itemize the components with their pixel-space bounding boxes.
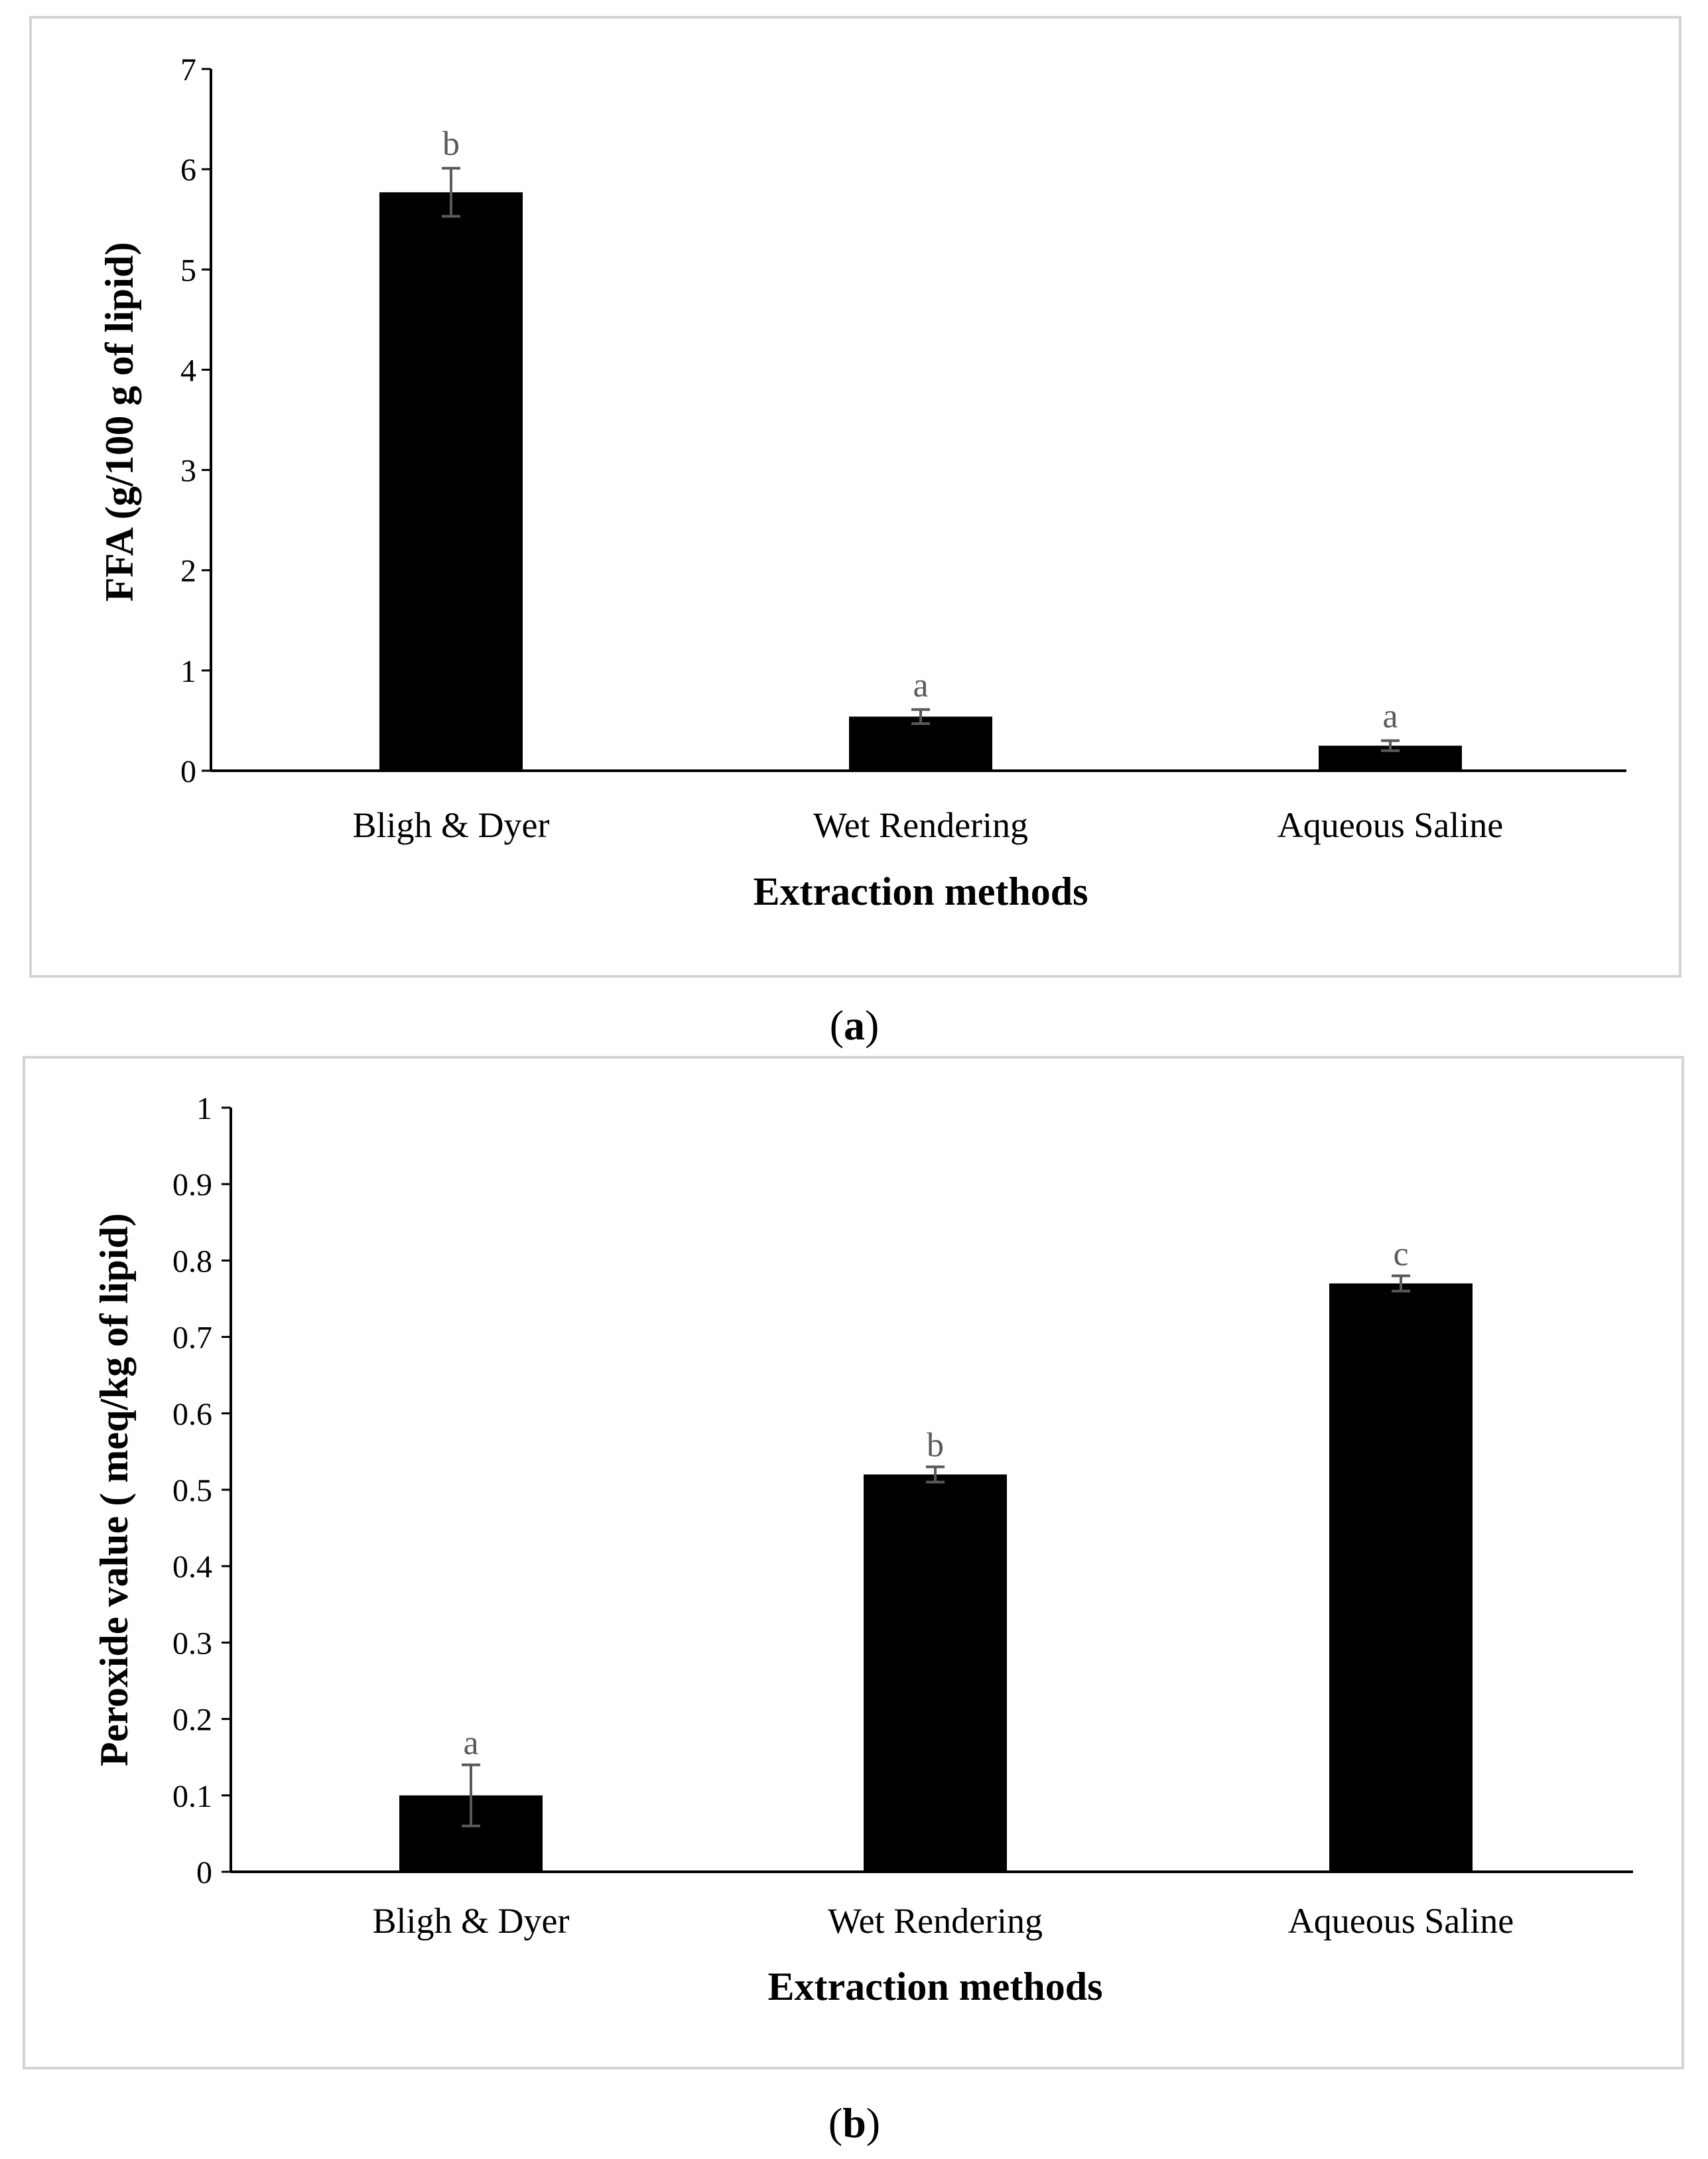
chart-a-ytick-label: 5 [180, 253, 196, 288]
chart-a-sig-letter: a [1382, 698, 1398, 736]
chart-a-ytick-label: 2 [180, 554, 196, 589]
chart-a-ytick-label: 0 [180, 754, 196, 789]
chart-a-error-bar [1381, 739, 1400, 752]
caption-b-letter: b [842, 2099, 866, 2146]
chart-b-ytick-label: 1 [196, 1091, 212, 1126]
chart-a-errors [442, 166, 1400, 752]
chart-b-sig-letters: a b c [463, 1235, 1408, 1762]
chart-b-category-label: Aqueous Saline [1288, 1901, 1514, 1941]
chart-b-bar [864, 1474, 1007, 1872]
chart-a-ylabel: FFA (g/100 g of lipid) [98, 242, 141, 602]
chart-a-category-label: Wet Rendering [813, 805, 1028, 845]
chart-a-ytick-label: 4 [180, 353, 196, 388]
chart-a-sig-letter: a [913, 667, 928, 704]
chart-b-ytick-label: 0.1 [172, 1779, 212, 1814]
chart-a-bar [379, 192, 523, 771]
chart-a-category-label: Bligh & Dyer [353, 805, 550, 845]
chart-b-sig-letter: a [463, 1725, 478, 1762]
chart-a-sig-letter: b [442, 125, 460, 163]
chart-a-category-label: Aqueous Saline [1278, 805, 1503, 845]
chart-a-sig-letters: b a a [442, 125, 1398, 736]
chart-a-error-bar [442, 166, 460, 218]
chart-b-ylabel: Peroxide value ( meq/kg of lipid) [92, 1213, 136, 1766]
chart-b-error-bar [462, 1763, 480, 1827]
chart-a-ytick-label: 1 [180, 654, 196, 689]
chart-b-ytick-label: 0.7 [172, 1321, 212, 1356]
caption-b: (b) [828, 2099, 880, 2146]
chart-b-yticks: 0 0.1 0.2 0.3 0.4 0.5 0.6 0.7 0.8 0.9 1 [172, 1091, 231, 1890]
chart-a-yticks: 0 1 2 3 4 5 6 7 [180, 52, 211, 789]
chart-b-category-label: Wet Rendering [828, 1901, 1043, 1941]
chart-b-ytick-label: 0.2 [172, 1703, 212, 1738]
chart-b-errors [462, 1274, 1410, 1827]
chart-a-bars [379, 192, 1462, 771]
chart-b-bar [1329, 1283, 1473, 1872]
chart-b-ytick-label: 0.4 [172, 1549, 212, 1585]
chart-b-ytick-label: 0.3 [172, 1626, 212, 1661]
chart-b-xlabel: Extraction methods [768, 1965, 1103, 2008]
chart-b-sig-letter: c [1393, 1235, 1408, 1273]
chart-a-ytick-label: 7 [180, 52, 196, 88]
chart-b-ytick-label: 0.6 [172, 1397, 212, 1432]
caption-a: (a) [830, 1002, 880, 1049]
chart-b-ytick-label: 0.8 [172, 1244, 212, 1279]
chart-a: b a a 0 1 2 3 4 5 6 7 Bligh & Dyer Wet Rendering Aq… [29, 16, 1681, 978]
chart-b-ytick-label: 0.9 [172, 1167, 212, 1203]
chart-b-xlabels: Bligh & Dyer Wet Rendering Aqueous Saline [373, 1901, 1514, 1941]
chart-b-category-label: Bligh & Dyer [373, 1901, 570, 1941]
chart-b-error-bar [1392, 1274, 1410, 1293]
chart-a-xlabels: Bligh & Dyer Wet Rendering Aqueous Saline [353, 805, 1504, 845]
chart-b-ytick-label: 0 [196, 1855, 212, 1890]
chart-a-ytick-label: 6 [180, 153, 196, 188]
chart-b-bars [399, 1283, 1473, 1872]
chart-b: a b c 0 0.1 0.2 0.3 0.4 0.5 0.6 0.7 0.8 0.9 1 Bligh … [23, 1056, 1684, 2069]
chart-b-error-bar [926, 1465, 945, 1484]
chart-a-error-bar [911, 708, 930, 725]
chart-a-frame [29, 16, 1681, 978]
chart-a-bar [849, 716, 992, 771]
chart-a-ytick-label: 3 [180, 454, 196, 489]
caption-a-letter: a [844, 1002, 865, 1049]
chart-a-xlabel: Extraction methods [754, 870, 1088, 913]
chart-b-ytick-label: 0.5 [172, 1473, 212, 1508]
chart-b-frame [23, 1056, 1684, 2069]
chart-b-sig-letter: b [927, 1426, 944, 1464]
